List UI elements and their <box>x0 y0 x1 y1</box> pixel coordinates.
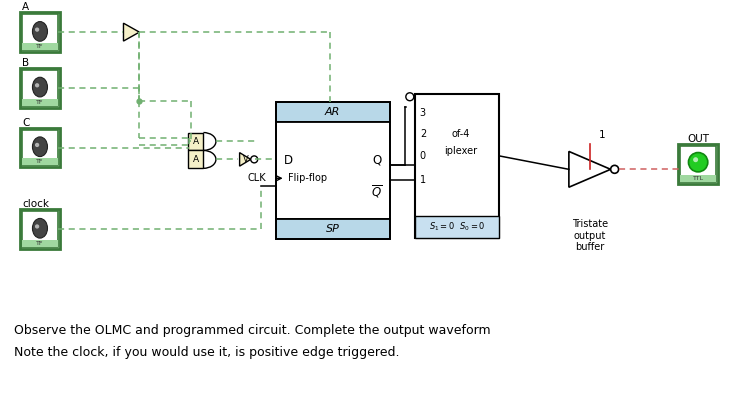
Ellipse shape <box>35 143 39 147</box>
Bar <box>680 175 716 182</box>
Text: TF: TF <box>36 159 44 164</box>
Text: $S_1=0\ \ S_0=0$: $S_1=0\ \ S_0=0$ <box>429 221 486 233</box>
Bar <box>20 12 60 52</box>
Bar <box>276 219 390 239</box>
Bar <box>20 68 60 108</box>
Bar <box>22 70 58 106</box>
Bar <box>415 216 499 238</box>
Text: D: D <box>284 154 293 167</box>
Text: TF: TF <box>36 44 44 49</box>
Bar <box>679 145 718 184</box>
Text: TF: TF <box>36 100 44 105</box>
Ellipse shape <box>32 21 48 41</box>
Text: B: B <box>22 58 29 68</box>
Bar <box>20 127 60 168</box>
Circle shape <box>406 93 414 101</box>
Polygon shape <box>569 151 611 187</box>
Bar <box>276 102 390 239</box>
Ellipse shape <box>32 218 48 238</box>
Circle shape <box>688 152 708 172</box>
Bar <box>188 150 204 168</box>
Bar <box>276 121 390 219</box>
Text: 1: 1 <box>420 175 426 185</box>
Bar <box>22 43 58 50</box>
Bar <box>20 68 60 108</box>
Text: Q: Q <box>372 154 382 167</box>
Ellipse shape <box>35 27 39 32</box>
Bar <box>188 133 204 150</box>
Text: Tristate
output
buffer: Tristate output buffer <box>572 219 608 252</box>
Bar <box>680 146 716 182</box>
Text: 2: 2 <box>420 129 426 139</box>
Text: 1: 1 <box>599 131 605 141</box>
Bar <box>22 158 58 165</box>
Text: 3: 3 <box>420 108 426 118</box>
Text: clock: clock <box>22 199 49 209</box>
Bar <box>20 12 60 52</box>
Bar <box>22 14 58 50</box>
Bar <box>22 98 58 106</box>
Circle shape <box>251 156 258 163</box>
Text: C: C <box>22 118 29 127</box>
Polygon shape <box>240 152 251 166</box>
Polygon shape <box>124 23 139 41</box>
Text: V: V <box>243 155 249 164</box>
Text: SP: SP <box>326 224 340 234</box>
Bar <box>22 240 58 247</box>
Bar <box>20 127 60 168</box>
Bar <box>20 209 60 249</box>
Text: TTL: TTL <box>693 176 703 181</box>
Text: of-4: of-4 <box>452 129 470 139</box>
Circle shape <box>611 165 618 173</box>
Text: $\overline{Q}$: $\overline{Q}$ <box>371 184 382 200</box>
Text: iplexer: iplexer <box>444 146 477 156</box>
Bar <box>415 94 499 238</box>
Ellipse shape <box>35 224 39 229</box>
Ellipse shape <box>35 83 39 87</box>
Text: OUT: OUT <box>687 135 709 145</box>
Circle shape <box>693 157 698 162</box>
Text: CLK: CLK <box>248 173 266 183</box>
Ellipse shape <box>32 137 48 156</box>
Bar <box>20 209 60 249</box>
Text: A: A <box>22 2 29 12</box>
Bar <box>276 102 390 121</box>
Text: Flip-flop: Flip-flop <box>287 173 326 183</box>
Bar <box>22 129 58 165</box>
Text: A: A <box>193 137 199 146</box>
Bar <box>679 145 718 184</box>
Text: TF: TF <box>36 241 44 246</box>
Text: AR: AR <box>325 107 341 117</box>
Text: Observe the OLMC and programmed circuit. Complete the output waveform: Observe the OLMC and programmed circuit.… <box>14 324 491 337</box>
Text: Note the clock, if you would use it, is positive edge triggered.: Note the clock, if you would use it, is … <box>14 346 400 359</box>
Ellipse shape <box>32 77 48 97</box>
Text: A: A <box>193 155 199 164</box>
Bar <box>22 211 58 247</box>
Text: 0: 0 <box>420 151 426 161</box>
